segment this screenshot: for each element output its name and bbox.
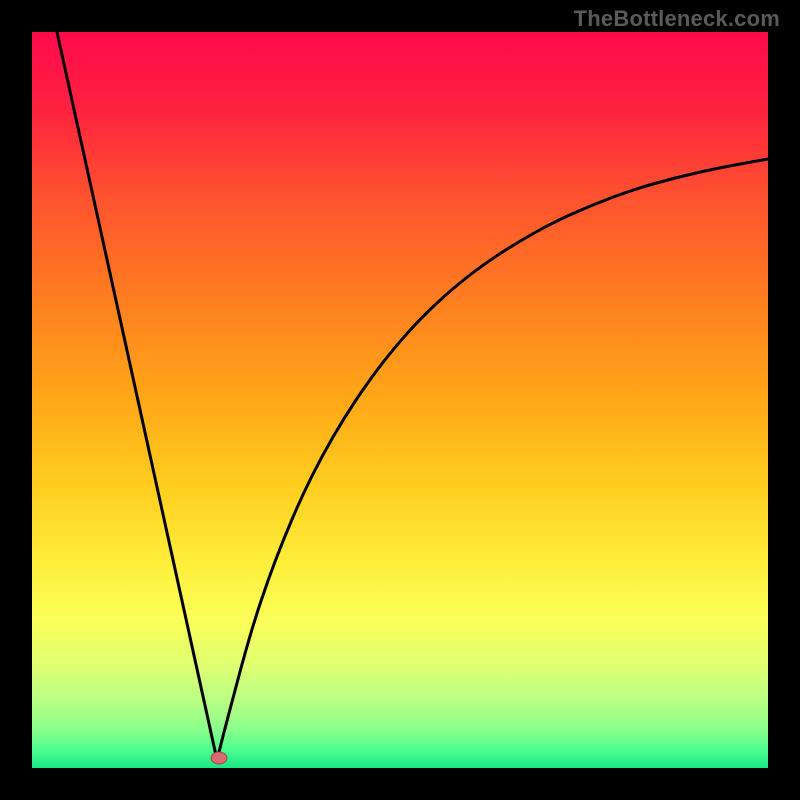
chart-frame: TheBottleneck.com [0, 0, 800, 800]
plot-background [32, 32, 768, 768]
watermark-text: TheBottleneck.com [574, 6, 780, 32]
plot-svg [32, 32, 768, 768]
minimum-marker [211, 752, 227, 764]
plot-area [32, 32, 768, 768]
